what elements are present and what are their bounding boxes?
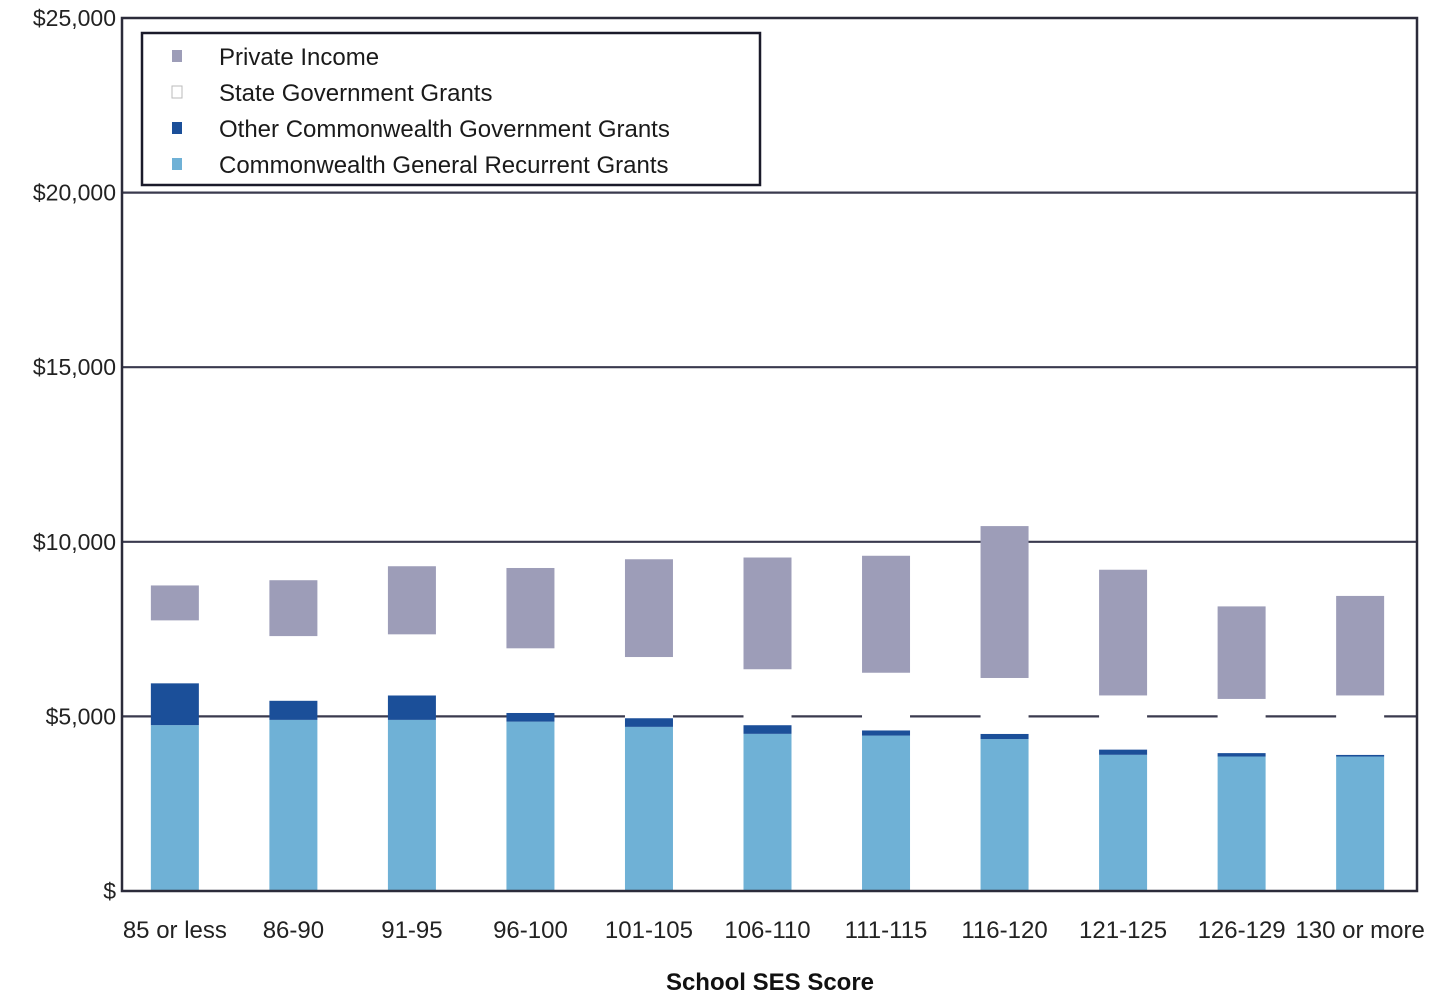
y-tick-label: $20,000 bbox=[33, 180, 116, 206]
bar-segment bbox=[862, 736, 910, 891]
bar-segment bbox=[506, 713, 554, 722]
x-tick-label: 121-125 bbox=[1079, 917, 1167, 944]
bar-segment bbox=[862, 730, 910, 735]
bar-segment bbox=[744, 734, 792, 891]
x-tick-label: 96-100 bbox=[493, 917, 568, 944]
x-tick-label: 130 or more bbox=[1295, 917, 1424, 944]
bar-segment bbox=[744, 669, 792, 725]
bars bbox=[151, 526, 1384, 891]
bar-segment bbox=[269, 580, 317, 636]
bar-segment bbox=[269, 720, 317, 891]
bar-segment bbox=[625, 727, 673, 891]
bar-segment bbox=[744, 725, 792, 734]
legend-swatch bbox=[172, 158, 182, 170]
x-tick-label: 106-110 bbox=[724, 917, 810, 944]
legend-label: Private Income bbox=[219, 44, 379, 71]
legend-label: Other Commonwealth Government Grants bbox=[219, 116, 670, 143]
bar-segment bbox=[151, 620, 199, 683]
bar-segment bbox=[1099, 695, 1147, 749]
bar-segment bbox=[388, 695, 436, 719]
legend-swatch bbox=[172, 122, 182, 134]
bar-segment bbox=[151, 683, 199, 725]
bar-segment bbox=[981, 734, 1029, 739]
legend-label: State Government Grants bbox=[219, 80, 492, 107]
bar-segment bbox=[981, 526, 1029, 678]
bar-segment bbox=[269, 636, 317, 701]
bar-segment bbox=[1099, 570, 1147, 696]
y-tick-label: $15,000 bbox=[33, 354, 116, 380]
x-tick-label: 116-120 bbox=[961, 917, 1047, 944]
bar-segment bbox=[151, 585, 199, 620]
bar-segment bbox=[269, 701, 317, 720]
x-tick-label: 126-129 bbox=[1198, 917, 1286, 944]
y-tick-label: $ bbox=[103, 878, 116, 904]
bar-segment bbox=[506, 568, 554, 648]
bar-segment bbox=[1336, 755, 1384, 757]
bar-segment bbox=[388, 720, 436, 891]
bar-segment bbox=[981, 678, 1029, 734]
bar-segment bbox=[151, 725, 199, 891]
bar-segment bbox=[862, 556, 910, 673]
legend: Private Income State Government Grants Oth… bbox=[142, 33, 760, 185]
x-tick-label: 91-95 bbox=[381, 917, 442, 944]
bar-segment bbox=[506, 722, 554, 891]
bar-segment bbox=[388, 566, 436, 634]
x-tick-label: 85 or less bbox=[123, 917, 227, 944]
bar-segment bbox=[1336, 596, 1384, 696]
bar-segment bbox=[1099, 755, 1147, 891]
bar-segment bbox=[1218, 699, 1266, 753]
y-axis-ticks: $ $5,000 $10,000 $15,000 $20,000 $25,000 bbox=[33, 5, 116, 904]
bar-segment bbox=[1218, 753, 1266, 756]
bar-segment bbox=[625, 559, 673, 657]
y-tick-label: $25,000 bbox=[33, 5, 116, 31]
x-axis-categories: 85 or less 86-90 91-95 96-100 101-105 106-110… bbox=[123, 917, 1425, 944]
x-tick-label: 86-90 bbox=[263, 917, 324, 944]
bar-segment bbox=[625, 718, 673, 727]
legend-swatch bbox=[172, 86, 182, 98]
bar-segment bbox=[744, 558, 792, 670]
bar-segment bbox=[1218, 757, 1266, 891]
bar-segment bbox=[1218, 606, 1266, 699]
bar-segment bbox=[1336, 757, 1384, 891]
legend-label: Commonwealth General Recurrent Grants bbox=[219, 152, 669, 179]
bar-segment bbox=[388, 634, 436, 695]
legend-swatch bbox=[172, 50, 182, 62]
x-tick-label: 101-105 bbox=[605, 917, 693, 944]
y-tick-label: $5,000 bbox=[46, 703, 116, 729]
bar-segment bbox=[1336, 695, 1384, 754]
bar-segment bbox=[862, 673, 910, 731]
y-tick-label: $10,000 bbox=[33, 529, 116, 555]
bar-segment bbox=[981, 739, 1029, 891]
bar-segment bbox=[625, 657, 673, 718]
x-axis-title: School SES Score bbox=[666, 969, 874, 994]
bar-segment bbox=[506, 648, 554, 713]
bar-segment bbox=[1099, 750, 1147, 755]
x-tick-label: 111-115 bbox=[845, 917, 928, 944]
